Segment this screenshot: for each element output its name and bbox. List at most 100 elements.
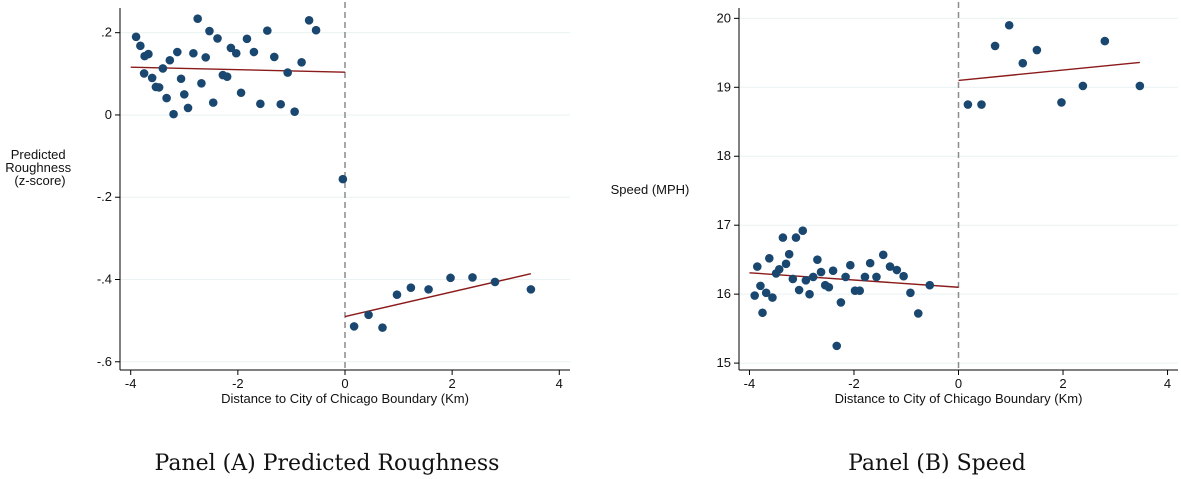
panel-a-data-point: [392, 290, 402, 300]
panel-a-points: [131, 14, 536, 332]
panel-a-data-point: [256, 99, 265, 109]
panel-b-y-tick-label: 15: [717, 355, 731, 370]
panel-a-fit-line: [344, 273, 532, 318]
panel-a-data-point: [144, 49, 153, 59]
panel-b-data-point: [832, 341, 842, 351]
panel-b-data-point: [1078, 81, 1088, 91]
panel-a-data-point: [165, 55, 175, 65]
panel-a-data-point: [378, 323, 387, 332]
panel-b-data-point: [824, 282, 834, 292]
panel-a-y-tick-label: -.6: [97, 354, 112, 369]
panel-b-data-point: [913, 309, 923, 318]
panel-a-data-point: [139, 69, 149, 78]
panel-b-data-point: [828, 266, 838, 276]
panel-b-data-point: [813, 255, 822, 264]
panel-a-data-point: [176, 74, 186, 84]
panel-a-y-axis-label-line: (z-score): [14, 173, 65, 188]
panel-b-data-point: [778, 233, 788, 242]
panel-b-data-point: [899, 271, 908, 281]
panel-a-data-point: [213, 34, 222, 43]
panel-a-data-point: [179, 90, 189, 99]
panel-b-data-point: [885, 262, 895, 271]
panel-a-data-point: [526, 285, 536, 294]
panel-a-data-point: [136, 41, 145, 51]
panel-b-data-point: [801, 276, 811, 285]
panel-a-caption: Panel (A) Predicted Roughness: [155, 451, 500, 476]
panel-b-data-point: [841, 272, 850, 282]
panel-a-data-point: [269, 52, 279, 62]
panel-b-speed: Distance to City of Chicago Boundary (Km…: [611, 2, 1178, 476]
panel-b-data-point: [872, 272, 881, 282]
panel-b-data-point: [761, 288, 771, 298]
panel-a-data-point: [311, 25, 321, 35]
panel-b-y-axis-label-line: Speed (MPH): [611, 182, 690, 197]
panel-a-y-axis-label-line: Predicted: [11, 147, 66, 162]
panel-a-data-point: [242, 34, 252, 44]
panel-a-x-tick-label: -2: [232, 376, 244, 391]
panel-a-x-tick-label: 4: [556, 376, 563, 391]
panel-b-y-tick-label: 17: [717, 217, 731, 232]
panel-b-y-tick-label: 19: [717, 79, 731, 94]
panel-b-data-point: [765, 253, 774, 263]
panel-a-axes: .2 0 -.2 -.4 -.6 -4 -2 0 2 4: [97, 8, 570, 391]
panel-a-data-point: [131, 32, 141, 42]
panel-b-data-point: [808, 272, 818, 282]
panel-b-x-tick-label: 2: [1059, 376, 1066, 391]
panel-b-y-axis-label: Speed (MPH): [611, 182, 690, 197]
panel-a-data-point: [297, 58, 306, 67]
panel-a-data-point: [162, 93, 171, 103]
panel-a-data-point: [205, 26, 214, 36]
panel-a-y-tick-label: -.2: [97, 189, 112, 204]
panel-b-fit-line: [749, 272, 959, 288]
panel-b-data-point: [860, 272, 870, 282]
panel-a-data-point: [158, 64, 168, 73]
panel-b-data-point: [791, 233, 801, 242]
panel-a-data-point: [290, 107, 299, 116]
panel-a-data-point: [208, 98, 218, 107]
panel-b-data-point: [963, 100, 973, 109]
panel-a-x-tick-label: 0: [341, 376, 348, 391]
panel-a-data-point: [231, 48, 241, 58]
panel-a-y-tick-label: -.4: [97, 272, 112, 287]
panel-a-data-point: [406, 283, 416, 293]
panel-b-fit-line: [958, 61, 1140, 82]
panel-b-x-tick-label: 0: [955, 376, 962, 391]
panel-b-data-point: [788, 274, 798, 284]
panel-a-x-tick-label: 2: [449, 376, 456, 391]
panel-a-y-tick-label: .2: [101, 25, 112, 40]
panel-b-data-point: [1018, 58, 1028, 68]
panel-a-data-point: [364, 310, 373, 320]
panel-a-data-point: [263, 26, 272, 35]
panel-a-data-point: [338, 174, 348, 184]
panel-a-data-point: [468, 273, 477, 282]
panel-a-data-point: [173, 47, 182, 57]
panel-a-data-point: [276, 99, 286, 109]
panel-a-data-point: [349, 322, 359, 331]
panel-b-data-point: [977, 100, 986, 109]
panel-b-data-point: [794, 285, 804, 295]
panel-a-data-point: [154, 83, 164, 92]
panel-a-data-point: [189, 48, 198, 58]
panel-b-data-point: [1135, 81, 1145, 91]
panel-a-data-point: [304, 16, 314, 25]
panel-a-data-point: [226, 43, 236, 53]
panel-a-data-point: [249, 47, 259, 57]
panel-b-data-point: [1004, 20, 1014, 30]
panel-b-data-point: [865, 258, 875, 268]
panel-b-data-point: [752, 262, 762, 271]
panel-b-data-point: [1032, 45, 1042, 55]
panel-b-x-tick-label: -4: [744, 376, 756, 391]
panel-b-y-tick-label: 16: [717, 286, 731, 301]
panel-b-data-point: [816, 267, 826, 277]
panel-a-data-point: [424, 285, 433, 294]
panel-b-x-tick-label: -2: [848, 376, 860, 391]
panel-b-data-point: [750, 291, 759, 300]
panel-b-data-point: [1057, 98, 1066, 107]
panel-a-data-point: [283, 68, 292, 77]
panel-b-y-tick-label: 20: [717, 10, 731, 25]
panel-a-data-point: [183, 103, 193, 113]
panel-a-y-axis-label: Predicted Roughness (z-score): [5, 147, 74, 188]
panel-b-data-point: [990, 41, 1000, 51]
panel-b-axes: 15 16 17 18 19 20 -4 -2 0 2 4: [717, 8, 1178, 391]
panel-a-data-point: [201, 53, 211, 62]
